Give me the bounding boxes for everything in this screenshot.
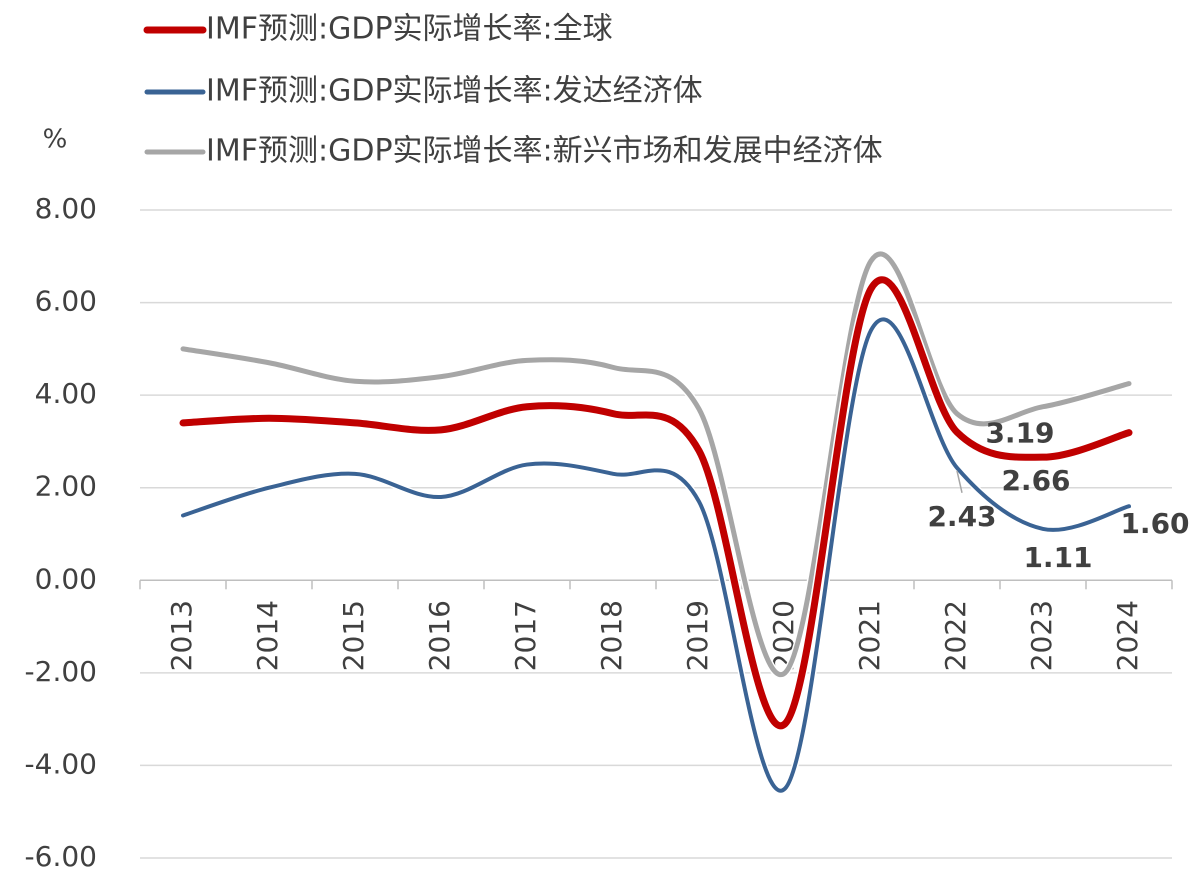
line-halo <box>182 249 1131 679</box>
x-tick-label: 2021 <box>853 600 886 671</box>
x-tick-label: 2024 <box>1111 600 1144 671</box>
line <box>180 251 1132 678</box>
legend-label: IMF预测:GDP实际增长率:新兴市场和发展中经济体 <box>206 134 883 169</box>
line-halo <box>181 316 1131 795</box>
leader-line <box>956 470 963 493</box>
x-tick-label: 2023 <box>1025 600 1058 671</box>
y-tick-label: 4.00 <box>35 377 97 410</box>
x-tick-label: 2018 <box>595 600 628 671</box>
legend-label: IMF预测:GDP实际增长率:全球 <box>206 12 613 47</box>
y-axis-label: % <box>43 125 68 155</box>
y-tick-label: 2.00 <box>35 470 97 503</box>
line <box>179 276 1133 730</box>
data-label: 2.66 <box>1001 464 1070 497</box>
y-tick-label: 8.00 <box>35 192 97 225</box>
data-label: 3.19 <box>985 417 1054 450</box>
data-label: 1.11 <box>1023 541 1092 574</box>
y-tick-label: -6.00 <box>25 840 97 872</box>
x-tick-label: 2016 <box>423 600 456 671</box>
y-tick-label: 6.00 <box>35 285 97 318</box>
x-tick-label: 2022 <box>939 600 972 671</box>
x-tick-label: 2013 <box>165 600 198 671</box>
x-tick-label: 2017 <box>509 600 542 671</box>
y-tick-label: -4.00 <box>25 747 97 780</box>
legend-label: IMF预测:GDP实际增长率:发达经济体 <box>206 74 703 109</box>
y-tick-label: 0.00 <box>35 562 97 595</box>
x-tick-label: 2014 <box>251 600 284 671</box>
x-tick-label: 2019 <box>681 600 714 671</box>
data-label: 1.60 <box>1120 507 1189 540</box>
x-tick-label: 2015 <box>337 600 370 671</box>
data-label: 2.43 <box>927 500 996 533</box>
line <box>181 317 1131 793</box>
y-tick-label: -2.00 <box>25 655 97 688</box>
